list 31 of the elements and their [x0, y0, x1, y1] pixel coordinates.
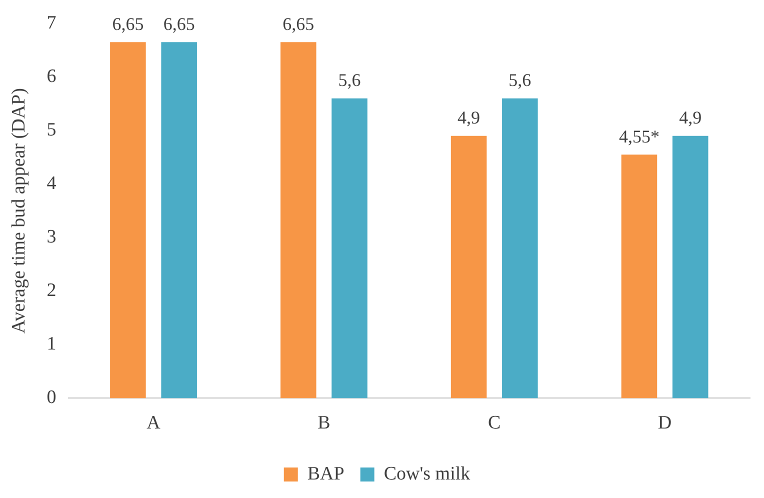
data-label: 6,65 [163, 14, 195, 34]
y-axis-title: Average time bud appear (DAP) [8, 88, 30, 334]
data-label: 6,65 [112, 14, 144, 34]
bar [502, 98, 538, 398]
bar [161, 42, 197, 398]
bar [280, 42, 316, 398]
x-tick-label: A [146, 412, 161, 434]
data-label: 5,6 [338, 70, 361, 90]
bar [621, 154, 658, 398]
legend-label: BAP [307, 463, 344, 484]
data-label: 4,55* [618, 126, 660, 146]
y-tick-label: 4 [46, 173, 57, 194]
y-tick-label: 0 [46, 387, 56, 408]
data-label: 5,6 [508, 70, 532, 90]
y-tick-label: 2 [46, 280, 56, 302]
y-tick-label: 5 [46, 119, 56, 140]
x-tick-label: C [488, 412, 501, 434]
bar [332, 98, 368, 398]
bar [450, 136, 487, 398]
x-tick-label: D [658, 412, 672, 434]
data-label: 6,65 [282, 14, 314, 34]
x-tick-label: B [318, 412, 330, 434]
legend-label: Cow's milk [384, 463, 471, 484]
bar [110, 42, 146, 398]
data-label: 4,9 [679, 108, 702, 128]
data-label: 4,9 [458, 108, 480, 128]
y-tick-label: 7 [46, 12, 56, 34]
bar [672, 136, 708, 398]
y-tick-label: 6 [46, 66, 56, 87]
y-tick-label: 1 [46, 334, 56, 355]
y-tick-label: 3 [46, 226, 56, 248]
